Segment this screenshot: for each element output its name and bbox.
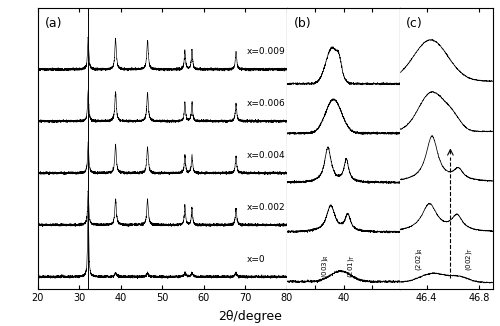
Text: x=0.002: x=0.002: [247, 203, 286, 212]
Text: (a): (a): [45, 17, 62, 30]
Text: x=0.006: x=0.006: [247, 99, 286, 108]
Text: $(002)_T$: $(002)_T$: [464, 247, 474, 272]
Text: $(202)_R$: $(202)_R$: [414, 247, 424, 271]
Text: $(201)_T$: $(201)_T$: [346, 254, 356, 278]
Text: x=0.009: x=0.009: [247, 47, 286, 56]
Text: x=0: x=0: [247, 255, 266, 263]
Text: (c): (c): [406, 17, 422, 30]
Text: x=0.004: x=0.004: [247, 151, 286, 160]
Text: 2θ/degree: 2θ/degree: [218, 310, 282, 323]
Text: $(003)_R$: $(003)_R$: [320, 254, 330, 278]
Text: (b): (b): [294, 17, 311, 30]
